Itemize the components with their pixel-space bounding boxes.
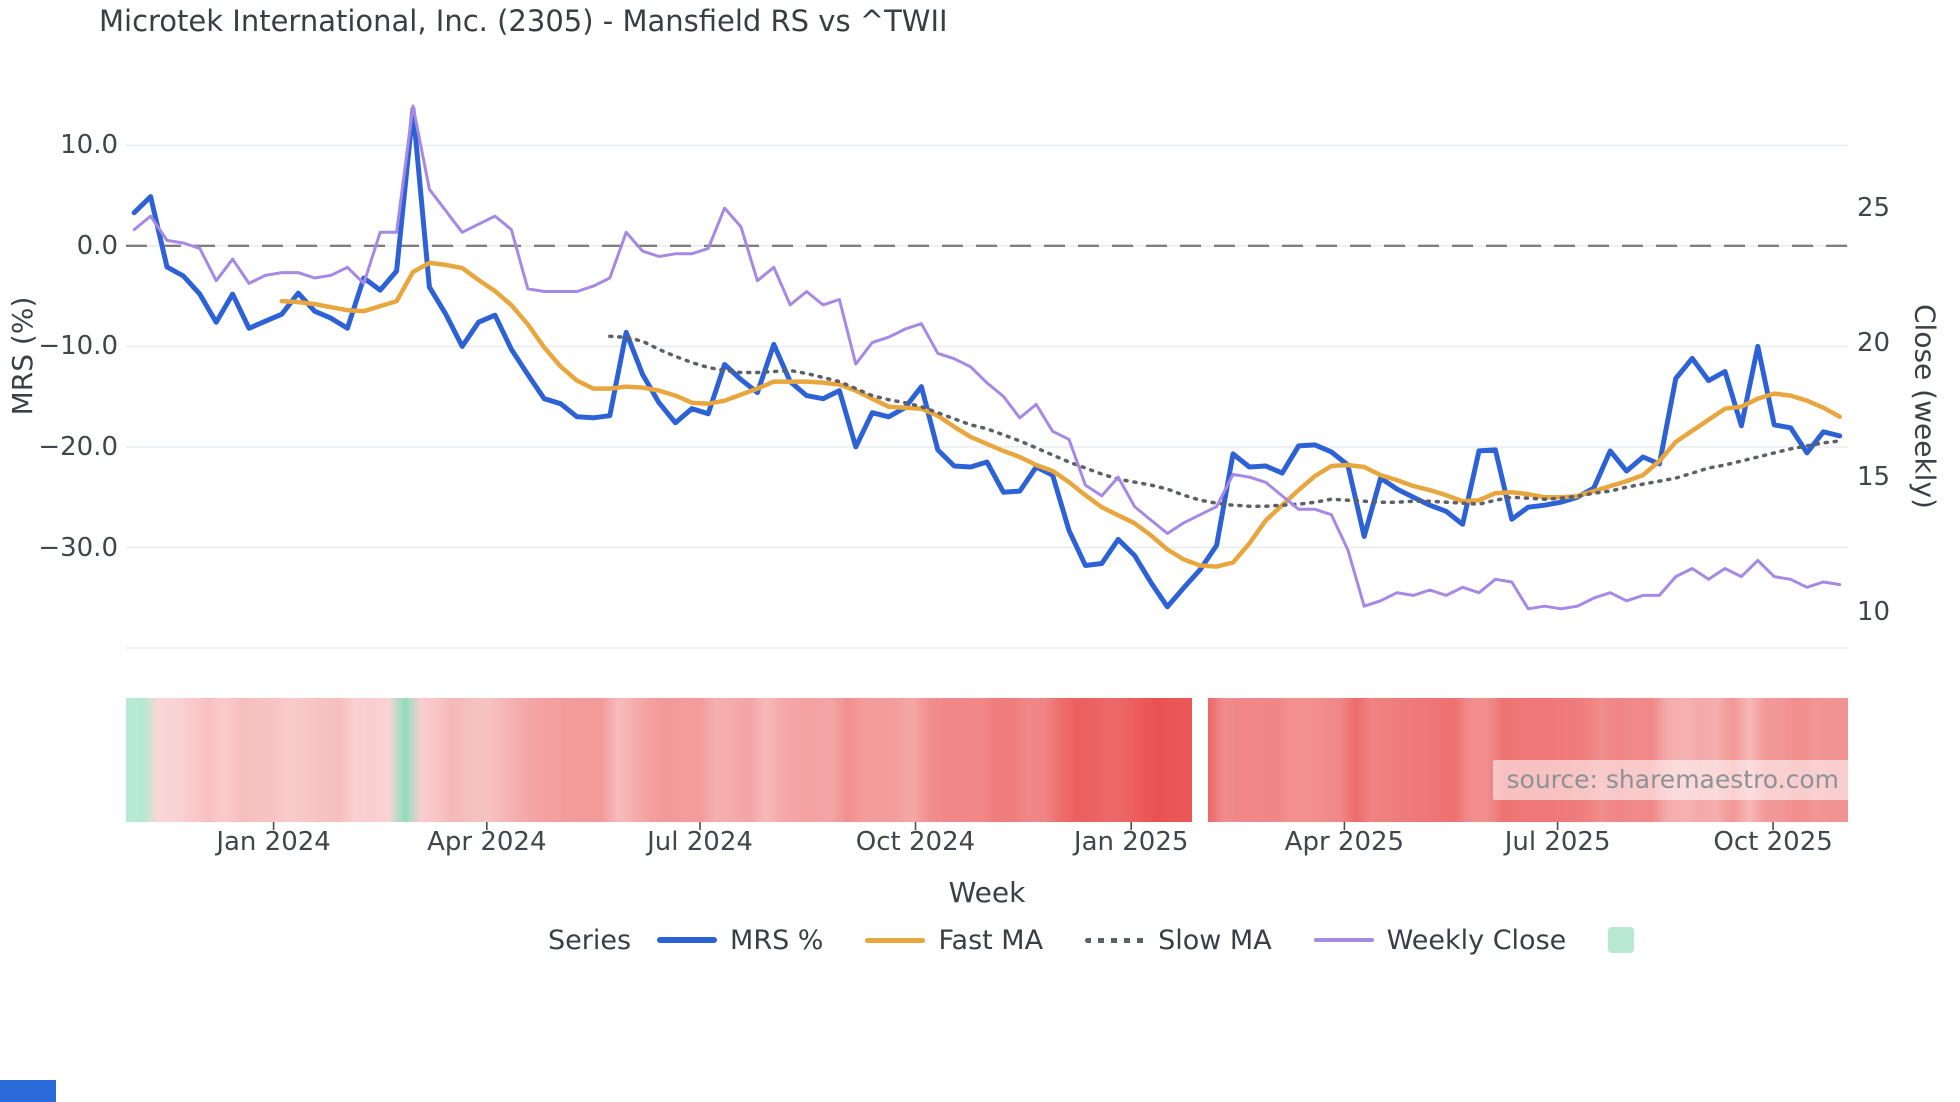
y-axis-right-title: Close (weekly) <box>1908 303 1942 509</box>
fast-ma-line-swatch-icon <box>865 937 926 943</box>
y-right-tick-label: 15 <box>1857 462 1891 493</box>
mrs-line <box>131 106 1843 610</box>
x-tick-label: Jul 2025 <box>1504 827 1611 857</box>
weekly-close-line-swatch-icon <box>1313 938 1374 942</box>
legend-item-label: Fast MA <box>938 924 1044 956</box>
legend-item-weekly-close: Weekly Close <box>1313 924 1567 956</box>
legend-item-label: Weekly Close <box>1386 924 1567 956</box>
x-axis-title: Week <box>948 876 1026 909</box>
legend-title: Series <box>548 924 632 956</box>
y-right-tick-label: 25 <box>1857 193 1891 224</box>
y-right-tick-label: 10 <box>1857 596 1891 627</box>
y-left-tick-label: −30.0 <box>38 532 118 563</box>
source-watermark: source: sharemaestro.com <box>1492 760 1853 800</box>
x-tick-label: Apr 2024 <box>427 827 547 857</box>
x-tick-label: Oct 2025 <box>1713 827 1833 857</box>
y-left-tick-label: −20.0 <box>38 431 118 462</box>
y-right-tick-label: 20 <box>1857 327 1891 358</box>
x-tick-label: Jul 2024 <box>647 827 753 857</box>
weekly-close-line <box>132 104 1842 611</box>
legend-item-fast-ma: Fast MA <box>865 925 1043 956</box>
mrs-line-swatch-icon <box>657 937 718 943</box>
x-tick-label: Jan 2024 <box>216 827 331 857</box>
legend-item-label: Slow MA <box>1158 924 1272 956</box>
slow-ma-line <box>608 334 1842 508</box>
legend-item-mrs: MRS % <box>657 925 823 956</box>
x-tick-label: Jan 2025 <box>1073 827 1189 857</box>
y-left-tick-label: 0.0 <box>76 230 118 261</box>
y-left-tick-label: −10.0 <box>38 331 118 362</box>
heatmap-legend-swatch-icon <box>1608 927 1635 953</box>
heatmap-strip-segment-1 <box>126 698 1192 822</box>
legend: Series MRS % Fast MA Slow MA Weekly Clos… <box>548 916 1635 964</box>
fast-ma-line <box>279 260 1843 569</box>
page-title: Microtek International, Inc. (2305) - Ma… <box>99 4 948 38</box>
legend-item-slow-ma: Slow MA <box>1085 925 1272 956</box>
cut-off-blue-element <box>0 1080 56 1102</box>
legend-item-label: MRS % <box>730 924 824 956</box>
y-left-tick-label: 10.0 <box>60 130 118 161</box>
slow-ma-dotted-swatch-icon <box>1085 937 1146 943</box>
x-tick-label: Apr 2025 <box>1284 827 1405 857</box>
x-tick-label: Oct 2024 <box>855 827 976 857</box>
